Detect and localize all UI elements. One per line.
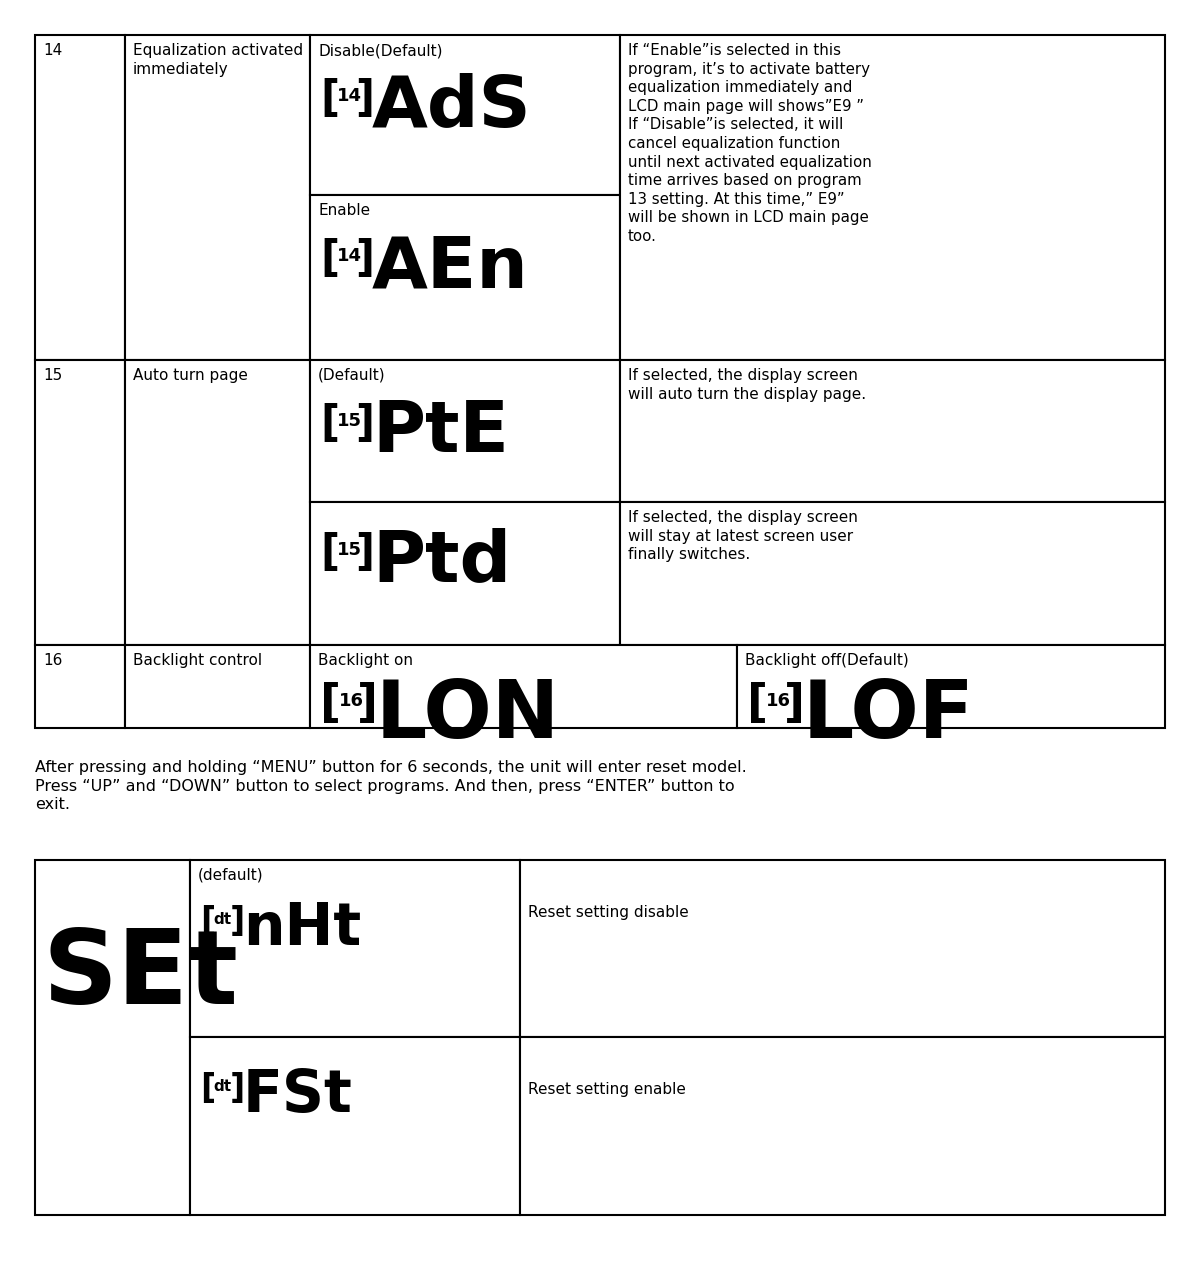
Text: ]: ] — [355, 78, 374, 120]
Text: Enable: Enable — [318, 203, 370, 218]
Bar — [190, 860, 520, 1037]
Text: If selected, the display screen
will auto turn the display page.: If selected, the display screen will aut… — [628, 368, 866, 401]
Text: ]: ] — [229, 905, 245, 938]
Bar — [125, 644, 310, 728]
Bar — [35, 360, 125, 644]
Bar — [737, 644, 1165, 728]
Text: Equalization activated
immediately: Equalization activated immediately — [133, 43, 304, 77]
Bar — [35, 644, 125, 728]
Bar — [620, 503, 1165, 644]
Text: [: [ — [746, 682, 768, 727]
Bar — [190, 1037, 520, 1215]
Text: dt: dt — [214, 1079, 232, 1094]
Text: LON: LON — [376, 677, 560, 755]
Text: 16: 16 — [338, 693, 364, 710]
Text: 14: 14 — [337, 247, 361, 265]
Text: ]: ] — [785, 682, 805, 727]
Bar — [125, 360, 310, 644]
Text: If “Enable”is selected in this
program, it’s to activate battery
equalization im: If “Enable”is selected in this program, … — [628, 43, 872, 244]
Text: ]: ] — [358, 682, 378, 727]
Text: ]: ] — [355, 532, 374, 573]
Text: Auto turn page: Auto turn page — [133, 368, 248, 384]
Bar — [620, 35, 1165, 360]
Bar — [310, 360, 620, 503]
Text: [: [ — [320, 682, 341, 727]
Text: (Default): (Default) — [318, 368, 385, 384]
Text: Reset setting disable: Reset setting disable — [528, 905, 689, 920]
Text: 14: 14 — [337, 87, 361, 105]
Text: ]: ] — [229, 1072, 245, 1105]
Text: ]: ] — [355, 238, 374, 280]
Text: 16: 16 — [766, 693, 791, 710]
Text: AEn: AEn — [372, 233, 529, 303]
Text: [: [ — [320, 78, 340, 120]
Text: ]: ] — [355, 403, 374, 446]
Text: Backlight control: Backlight control — [133, 653, 262, 668]
Bar — [620, 360, 1165, 503]
Text: After pressing and holding “MENU” button for 6 seconds, the unit will enter rese: After pressing and holding “MENU” button… — [35, 760, 746, 813]
Bar — [520, 1037, 1165, 1215]
Text: [: [ — [320, 403, 340, 446]
Text: dt: dt — [214, 912, 232, 927]
Bar — [35, 860, 190, 1215]
Text: LOF: LOF — [803, 677, 974, 755]
Text: Disable(Default): Disable(Default) — [318, 43, 443, 58]
Bar — [125, 35, 310, 360]
Text: 15: 15 — [337, 411, 361, 430]
Bar — [310, 644, 737, 728]
Text: [: [ — [320, 238, 340, 280]
Bar — [310, 35, 620, 195]
Text: 14: 14 — [43, 43, 62, 58]
Bar — [310, 195, 620, 360]
Bar — [520, 860, 1165, 1037]
Text: [: [ — [200, 905, 215, 938]
Text: (default): (default) — [198, 868, 264, 882]
Text: PtE: PtE — [372, 398, 509, 467]
Text: 15: 15 — [337, 541, 361, 560]
Text: Ptd: Ptd — [372, 527, 511, 596]
Text: If selected, the display screen
will stay at latest screen user
finally switches: If selected, the display screen will sta… — [628, 510, 858, 562]
Text: FSt: FSt — [242, 1067, 353, 1124]
Text: [: [ — [320, 532, 340, 573]
Text: Backlight off(Default): Backlight off(Default) — [745, 653, 908, 668]
Text: 16: 16 — [43, 653, 62, 668]
Text: Reset setting enable: Reset setting enable — [528, 1082, 686, 1098]
Text: 15: 15 — [43, 368, 62, 384]
Text: SEt: SEt — [43, 925, 239, 1025]
Text: Backlight on: Backlight on — [318, 653, 413, 668]
Bar — [310, 503, 620, 644]
Text: AdS: AdS — [372, 73, 532, 142]
Text: [: [ — [200, 1072, 215, 1105]
Text: nHt: nHt — [242, 900, 361, 957]
Bar — [35, 35, 125, 360]
